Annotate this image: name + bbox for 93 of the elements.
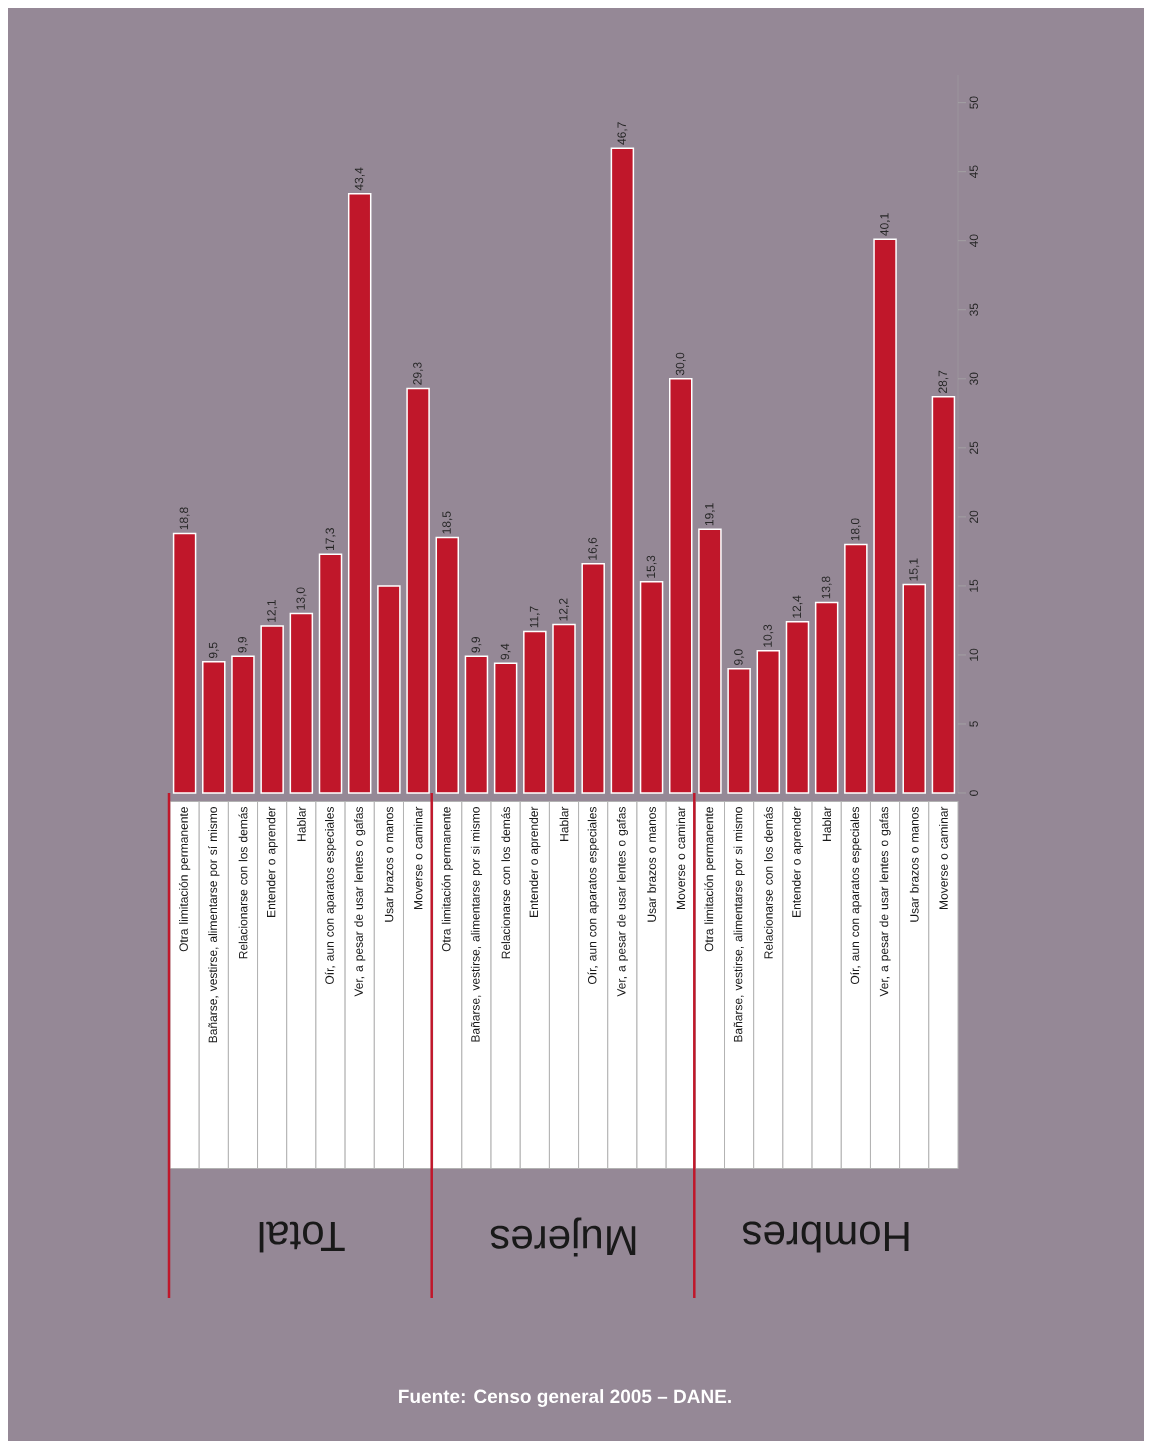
data-label: 40,1	[880, 213, 890, 236]
source-note: Fuente: Censo general 2005 – DANE.	[399, 1389, 731, 1407]
bar	[639, 581, 664, 794]
bar	[844, 543, 868, 794]
data-label: 18,5	[442, 511, 453, 534]
x-tick-label: Otra limitación permanente	[178, 807, 191, 952]
text: Hombres	[743, 1221, 909, 1253]
bar	[698, 528, 722, 794]
x-tick-label: Entender o aprender	[266, 806, 278, 917]
y-tick-label: 45	[969, 165, 978, 179]
bar	[464, 655, 489, 794]
x-tick-label: Ver, a pesar de usar lentes o gafas	[354, 806, 366, 997]
bar	[318, 553, 343, 794]
data-label: 16,6	[588, 537, 599, 560]
y-tick-label: 25	[969, 441, 979, 454]
bar	[523, 630, 547, 794]
bar	[756, 650, 781, 794]
data-label: 12,4	[792, 595, 803, 618]
bar	[347, 193, 372, 794]
x-tick-label: Oír, aun con aparatos especiales	[324, 806, 337, 985]
x-tick-label: Usar brazos o manos	[384, 806, 394, 922]
x-tick-label: Hablar	[822, 806, 832, 841]
data-label: 15,1	[909, 558, 920, 581]
x-tick-label: Ver, a pesar de usar lentes o gafas	[616, 806, 628, 997]
bar	[814, 601, 839, 794]
data-label: 12,2	[559, 598, 569, 621]
x-tick-label: Relacionarse con los demás	[763, 807, 773, 959]
text: Total	[259, 1221, 345, 1253]
data-label: 13,0	[296, 587, 307, 610]
x-tick-label: Bañarse, vestirse, alimentarse por si mismo	[470, 807, 483, 1042]
data-label: 18,8	[179, 507, 190, 530]
bar	[873, 238, 897, 794]
x-tick-label: Moverse o caminar	[939, 806, 948, 909]
bar	[377, 585, 401, 794]
data-label: 13,8	[821, 576, 832, 599]
x-tick-label: Oír, aun con aparatos especiales	[850, 806, 862, 985]
bar	[785, 621, 810, 794]
data-label: 9,5	[208, 642, 219, 659]
y-tick-label: 5	[969, 721, 978, 727]
y-tick-label: 0	[969, 790, 979, 796]
x-tick-label: Relacionarse con los demás	[238, 807, 248, 959]
bar	[552, 623, 576, 794]
x-tick-label: Entender o aprender	[529, 806, 541, 917]
bar	[289, 612, 314, 794]
data-label: 10,3	[763, 624, 774, 647]
y-tick-label: 15	[969, 579, 978, 592]
y-tick-label: 10	[969, 648, 979, 661]
data-label: 43,4	[354, 167, 365, 191]
bar	[581, 563, 605, 794]
x-tick-label: Usar brazos o manos	[909, 806, 919, 922]
data-label: 18,0	[850, 518, 861, 541]
data-label: 12,1	[267, 599, 278, 622]
bar	[172, 532, 197, 794]
x-tick-label: Hablar	[296, 806, 306, 841]
bar	[435, 536, 460, 794]
data-label: 30,0	[675, 352, 686, 376]
bar	[727, 668, 751, 794]
x-tick-label: Oír, aun con aparatos especiales	[587, 806, 599, 985]
y-tick-label: 40	[969, 234, 979, 248]
data-label: 9,0	[734, 649, 745, 665]
bar	[260, 625, 284, 794]
y-tick-label: 50	[969, 96, 979, 109]
x-tick-label: Bañarse, vestirse, alimentarse por sí mismo	[208, 807, 220, 1043]
bar	[610, 147, 635, 794]
y-tick-label: 30	[969, 372, 979, 385]
x-tick-label: Entender o aprender	[791, 806, 804, 917]
x-tick-label: Moverse o caminar	[676, 806, 686, 909]
y-tick-label: 20	[969, 510, 979, 523]
bar	[231, 655, 255, 794]
x-tick-label: Relacionarse con los demás	[501, 807, 511, 959]
bar	[493, 662, 518, 794]
x-tick-label: Hablar	[559, 806, 569, 841]
data-label: 17,3	[325, 528, 336, 551]
data-label: 15,3	[646, 555, 657, 578]
x-tick-label: Bañarse, vestirse, alimentarse por si mismo	[733, 807, 745, 1042]
bar	[902, 583, 926, 794]
x-tick-label: Ver, a pesar de usar lentes o gafas	[879, 806, 891, 997]
text: Mujeres	[490, 1217, 636, 1257]
data-label: 9,4	[500, 643, 511, 660]
x-tick-label: Otra limitación permanente	[441, 807, 453, 952]
x-tick-label: Moverse o caminar	[413, 806, 423, 909]
data-label: 29,3	[413, 362, 424, 385]
data-label: 19,1	[704, 503, 715, 526]
bar	[202, 661, 226, 794]
x-tick-label: Usar brazos o manos	[647, 806, 656, 922]
data-label: 28,7	[938, 370, 949, 393]
data-label: 11,7	[529, 606, 540, 628]
y-tick-label: 35	[969, 303, 979, 316]
x-tick-label: Otra limitación permanente	[704, 807, 716, 952]
data-label: 46,7	[617, 122, 628, 145]
data-label: 9,9	[471, 637, 482, 653]
bar	[931, 395, 956, 794]
data-label: 9,9	[238, 637, 248, 653]
